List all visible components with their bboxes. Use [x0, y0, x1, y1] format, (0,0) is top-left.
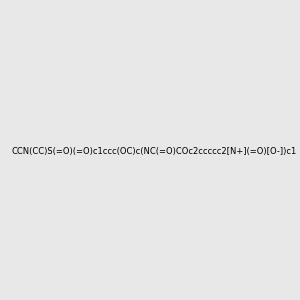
Text: CCN(CC)S(=O)(=O)c1ccc(OC)c(NC(=O)COc2ccccc2[N+](=O)[O-])c1: CCN(CC)S(=O)(=O)c1ccc(OC)c(NC(=O)COc2ccc… — [11, 147, 296, 156]
